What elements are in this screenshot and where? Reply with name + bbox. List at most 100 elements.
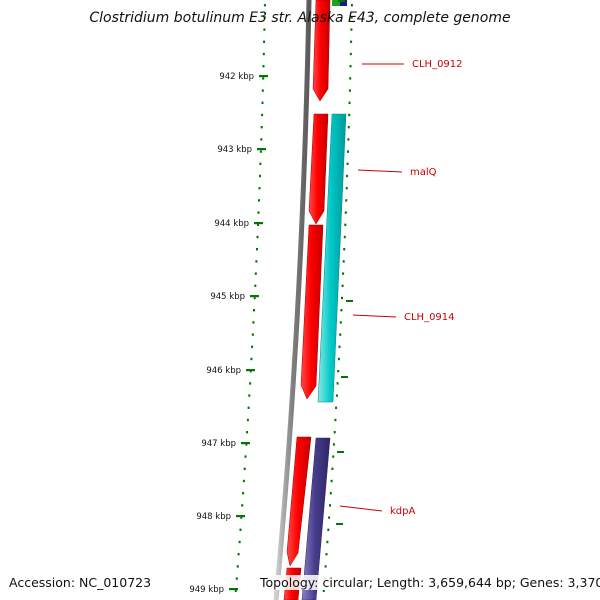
outer-ring-dot bbox=[350, 4, 353, 7]
outer-ring-dot bbox=[343, 248, 346, 251]
outer-ring-dot bbox=[335, 394, 338, 397]
inner-ring-dot bbox=[256, 235, 259, 239]
ruler-tick bbox=[246, 369, 255, 372]
outer-ring-dot bbox=[350, 28, 353, 31]
inner-ring-dot bbox=[263, 40, 266, 43]
outer-ring-dot bbox=[350, 16, 353, 19]
inner-ring-dot bbox=[258, 187, 261, 190]
outer-ring-tick bbox=[346, 300, 353, 302]
gene-label-leader bbox=[357, 169, 403, 173]
inner-ring-dot bbox=[251, 333, 254, 336]
inner-ring-dot bbox=[260, 126, 263, 129]
gene-label[interactable]: kdpA bbox=[390, 506, 415, 517]
ruler-tick bbox=[229, 588, 238, 591]
inner-ring-dot bbox=[242, 479, 245, 483]
gene-label[interactable]: CLH_0914 bbox=[404, 312, 455, 323]
inner-ring-dot bbox=[239, 528, 242, 531]
inner-ring-dot bbox=[246, 418, 249, 422]
outer-ring-dot bbox=[328, 516, 331, 519]
inner-ring-dot bbox=[259, 150, 262, 153]
inner-ring-dot bbox=[237, 553, 240, 556]
gene-label-leader bbox=[339, 505, 383, 512]
ruler-tick-label: 948 kbp bbox=[196, 512, 231, 522]
outer-ring-tick bbox=[336, 523, 343, 525]
inner-ring-dot bbox=[252, 321, 255, 324]
ruler-tick-label: 947 kbp bbox=[201, 439, 236, 449]
ruler-tick bbox=[250, 295, 259, 298]
outer-ring-dot bbox=[348, 113, 351, 117]
outer-ring-dot bbox=[342, 272, 345, 275]
inner-ring-dot bbox=[260, 138, 263, 141]
ruler-tick bbox=[236, 515, 245, 518]
inner-ring-dot bbox=[253, 309, 255, 312]
outer-ring-dot bbox=[350, 40, 353, 43]
cds-arrow-purple[interactable] bbox=[301, 437, 331, 600]
inner-ring-dot bbox=[236, 565, 239, 568]
outer-ring-dot bbox=[331, 467, 334, 470]
inner-ring-dot bbox=[253, 296, 256, 300]
ruler-ticks: 942 kbp 943 kbp 944 kbp 945 kbp 946 kbp 947 k… bbox=[189, 0, 353, 595]
inner-ring-dot bbox=[262, 52, 265, 56]
ruler-tick-label: 943 kbp bbox=[217, 145, 252, 155]
ruler-tick-label: 946 kbp bbox=[206, 366, 241, 376]
gene-label-leader bbox=[352, 314, 397, 318]
inner-ring-dot bbox=[261, 113, 264, 117]
inner-ring-dot bbox=[246, 431, 249, 434]
outer-ring-dot bbox=[335, 406, 338, 409]
inner-ring-dot bbox=[263, 28, 266, 31]
outer-ring-tick bbox=[337, 451, 344, 453]
outer-ring-dot bbox=[338, 345, 341, 348]
outer-ring-dot bbox=[329, 492, 332, 495]
outer-ring-dot bbox=[337, 370, 340, 373]
outer-ring-dot bbox=[347, 138, 350, 141]
outer-ring-dot bbox=[347, 126, 350, 129]
outer-ring-dot bbox=[348, 89, 351, 92]
inner-ring-dot bbox=[238, 540, 241, 544]
outer-ring-dot bbox=[339, 333, 342, 336]
inner-ring-dot bbox=[263, 16, 266, 19]
outer-ring-dot bbox=[326, 540, 329, 544]
outer-ring-dot bbox=[349, 77, 352, 80]
outer-ring-dot bbox=[332, 455, 335, 458]
inner-ring-dot bbox=[257, 211, 260, 214]
inner-ring-dot bbox=[262, 65, 265, 68]
outer-ring-dot bbox=[343, 235, 346, 239]
inner-ring-dot bbox=[256, 248, 258, 251]
ruler-tick bbox=[241, 442, 250, 445]
outer-ring-dot bbox=[337, 357, 340, 361]
ruler-tick-label: 944 kbp bbox=[214, 219, 249, 229]
inner-ring-dot bbox=[261, 101, 264, 104]
ruler-tick-label: 942 kbp bbox=[219, 72, 254, 82]
outer-ring-dot bbox=[339, 321, 342, 324]
outer-ring-dot bbox=[336, 382, 339, 385]
inner-ring-dot bbox=[259, 174, 261, 178]
inner-ring-dot bbox=[248, 394, 251, 397]
gene-label[interactable]: malQ bbox=[410, 167, 437, 178]
gene-label[interactable]: CLH_0912 bbox=[412, 59, 463, 70]
inner-ring-dot bbox=[257, 223, 259, 226]
inner-ring-dot bbox=[250, 357, 253, 361]
inner-ring-dot bbox=[254, 284, 257, 287]
inner-ring-dot bbox=[251, 345, 254, 348]
inner-ring-dot bbox=[249, 382, 252, 385]
outer-ring-dot bbox=[346, 162, 349, 165]
outer-ring-dot bbox=[344, 211, 347, 214]
outer-ring-dot bbox=[349, 52, 352, 56]
outer-ring-dot bbox=[341, 296, 343, 300]
outer-ring-dot bbox=[322, 589, 325, 592]
outer-ring-dot bbox=[334, 418, 337, 422]
cds-arrow-cyan[interactable] bbox=[317, 113, 347, 403]
cds-arrow-kdpa[interactable] bbox=[286, 436, 312, 567]
inner-ring-dot bbox=[262, 77, 265, 80]
cds-arrow-clh0912[interactable] bbox=[312, 0, 331, 102]
genome-summary-text: Topology: circular; Length: 3,659,644 bp… bbox=[260, 575, 600, 590]
inner-ring-dot bbox=[259, 162, 262, 165]
cds-arrow-malq[interactable] bbox=[308, 113, 329, 225]
outer-ring-dot bbox=[347, 150, 349, 153]
outer-ring-tick bbox=[338, 0, 345, 2]
outer-ring-dot bbox=[333, 431, 336, 434]
inner-ring-dot bbox=[244, 455, 247, 458]
cds-arrow-clh0914[interactable] bbox=[300, 224, 324, 400]
inner-ring-dot bbox=[240, 516, 243, 519]
